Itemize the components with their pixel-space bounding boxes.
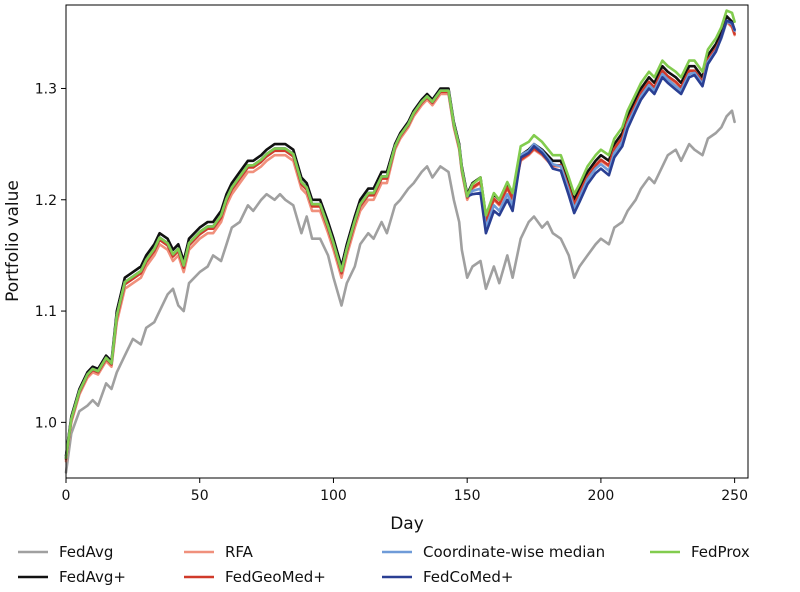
legend-label-coordinate-wise-median: Coordinate-wise median	[423, 543, 605, 561]
y-tick-label: 1.2	[35, 193, 57, 209]
series-line-fedgeomed	[64, 19, 736, 461]
x-tick-label: 200	[588, 488, 615, 504]
legend-label-fedavg: FedAvg+	[59, 568, 126, 586]
series-line-fedavg	[64, 109, 736, 474]
x-tick-label: 0	[62, 488, 71, 504]
legend: FedAvg RFA Coordinate-wise median FedProx Fe…	[18, 543, 750, 586]
legend-label-fedavg: FedAvg	[59, 543, 113, 561]
x-tick-label: 50	[191, 488, 209, 504]
series-line-fedprox	[64, 9, 736, 460]
y-tick-label: 1.3	[35, 81, 57, 97]
series-line-fedavg	[64, 14, 736, 457]
legend-label-fedcomed: FedCoMed+	[423, 568, 513, 586]
x-axis: 0 50 100 150 200 250	[62, 478, 748, 504]
x-axis-title: Day	[390, 514, 424, 534]
series-layer	[64, 9, 736, 474]
legend-label-fedprox: FedProx	[691, 543, 750, 561]
series-line-coordinate-wise-median	[64, 20, 736, 460]
y-axis: 1.0 1.1 1.2 1.3	[35, 81, 66, 431]
legend-label-rfa: RFA	[225, 543, 254, 561]
legend-label-fedgeomed: FedGeoMed+	[225, 568, 326, 586]
plot-frame	[65, 4, 749, 479]
y-tick-label: 1.0	[35, 415, 57, 431]
y-tick-label: 1.1	[35, 304, 57, 320]
x-tick-label: 150	[454, 488, 481, 504]
x-tick-label: 250	[721, 488, 748, 504]
y-axis-title: Portfolio value	[3, 180, 23, 302]
x-tick-label: 100	[320, 488, 347, 504]
